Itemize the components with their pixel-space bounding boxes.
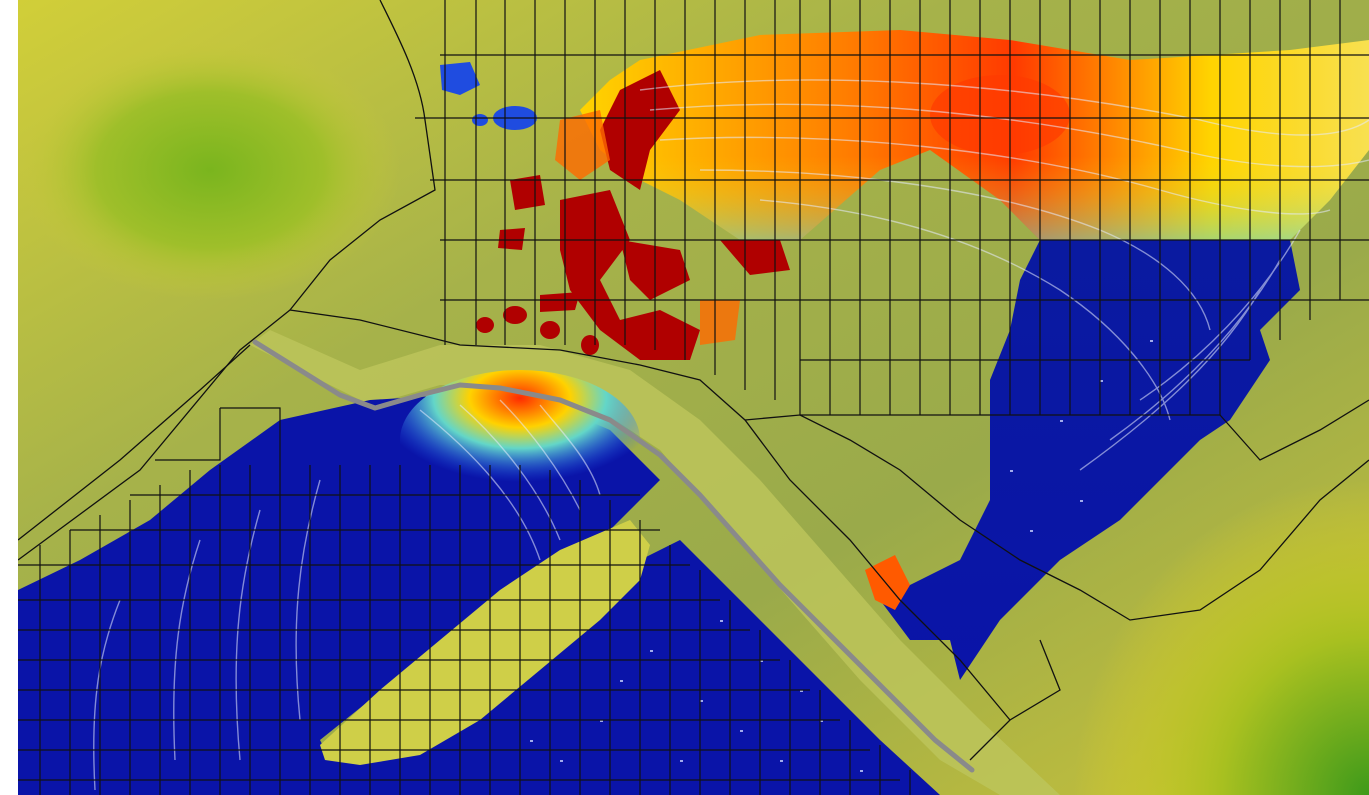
- sandbar-island: [320, 520, 650, 765]
- velocity-core: [930, 75, 1070, 155]
- hill-shading: [20, 40, 400, 300]
- velocity-orange-patches: [555, 110, 740, 345]
- levee-centerline: [252, 339, 975, 773]
- flow-vectors: [530, 340, 1153, 772]
- computational-mesh: [18, 0, 1369, 795]
- mesh-boundaries: [17, 0, 1369, 761]
- water-depth-right: [880, 240, 1300, 680]
- viewport-left-margin: [0, 0, 18, 795]
- embankment: [250, 330, 1060, 795]
- velocity-small-hotspot: [865, 555, 910, 610]
